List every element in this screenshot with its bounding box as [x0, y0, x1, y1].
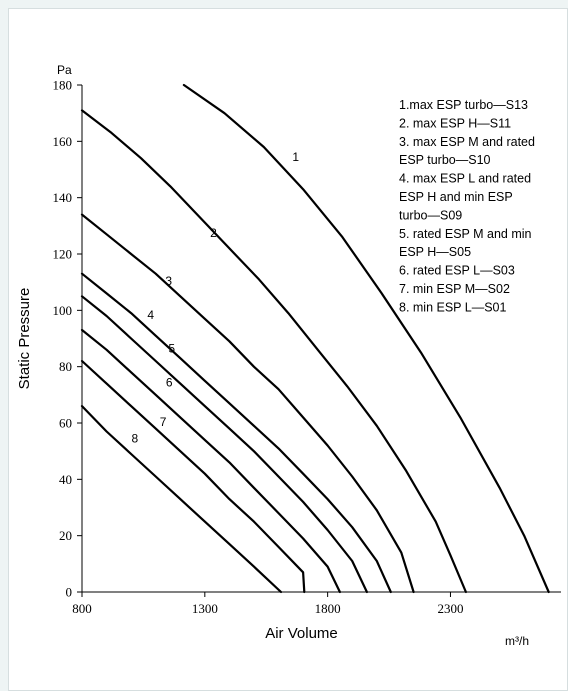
curve-label-2: 2	[210, 226, 217, 240]
series-line-8	[80, 405, 283, 594]
x-axis-title: Air Volume	[265, 625, 338, 642]
legend-line: turbo—S09	[399, 208, 462, 222]
legend-line: 7. min ESP M—S02	[399, 282, 510, 296]
y-tick-label: 120	[53, 247, 73, 262]
curve-labels: 1 2 3 4 5 6 7 8	[131, 150, 299, 446]
series-line-6	[80, 328, 341, 594]
series-line-2	[80, 109, 467, 594]
x-tick-label: 2300	[437, 601, 463, 616]
legend-line: ESP turbo—S10	[399, 153, 491, 167]
series-line-3	[80, 213, 415, 594]
legend-line: ESP H and min ESP	[399, 190, 513, 204]
legend-line: ESP H—S05	[399, 245, 471, 259]
series-line-5	[80, 295, 368, 594]
legend-line: 1.max ESP turbo—S13	[399, 98, 528, 112]
curve-label-8: 8	[131, 432, 138, 446]
legend-line: 3. max ESP M and rated	[399, 135, 535, 149]
curve-label-6: 6	[166, 375, 173, 389]
y-tick-label: 100	[53, 303, 73, 318]
y-tick-label: 180	[53, 78, 73, 93]
legend-line: 5. rated ESP M and min	[399, 227, 532, 241]
legend: 1.max ESP turbo—S13 2. max ESP H—S11 3. ma…	[399, 98, 535, 314]
chart-frame: 0 20 40 60 80 100 120 140 160 180 800 1300 1800 2300 …	[8, 8, 568, 691]
y-axis-unit: Pa	[57, 63, 72, 77]
series-line-4	[80, 272, 392, 594]
legend-line: 2. max ESP H—S11	[399, 116, 511, 130]
y-tick-label: 40	[59, 472, 72, 487]
y-axis-title: Static Pressure	[16, 288, 33, 390]
y-tick-label: 160	[53, 134, 73, 149]
curve-label-1: 1	[292, 150, 299, 164]
axes: 0 20 40 60 80 100 120 140 160 180 800 1300 1800 2300	[53, 78, 561, 616]
legend-line: 6. rated ESP L—S03	[399, 264, 515, 278]
y-tick-label: 140	[53, 190, 73, 205]
curve-label-3: 3	[165, 274, 172, 288]
curve-label-4: 4	[147, 308, 154, 322]
legend-line: 4. max ESP L and rated	[399, 172, 531, 186]
series-line-1	[182, 83, 550, 594]
y-tick-label: 60	[59, 416, 72, 431]
y-tick-label: 80	[59, 359, 72, 374]
legend-line: 8. min ESP L—S01	[399, 300, 507, 314]
curve-label-7: 7	[160, 415, 167, 429]
y-tick-label: 20	[59, 528, 72, 543]
y-tick-label: 0	[66, 585, 73, 600]
x-tick-label: 1800	[315, 601, 341, 616]
curve-label-5: 5	[168, 342, 175, 356]
x-tick-label: 800	[72, 601, 92, 616]
x-tick-label: 1300	[192, 601, 218, 616]
series-group	[80, 83, 550, 594]
x-axis-unit: m³/h	[505, 634, 529, 648]
series-line-7	[80, 359, 306, 594]
